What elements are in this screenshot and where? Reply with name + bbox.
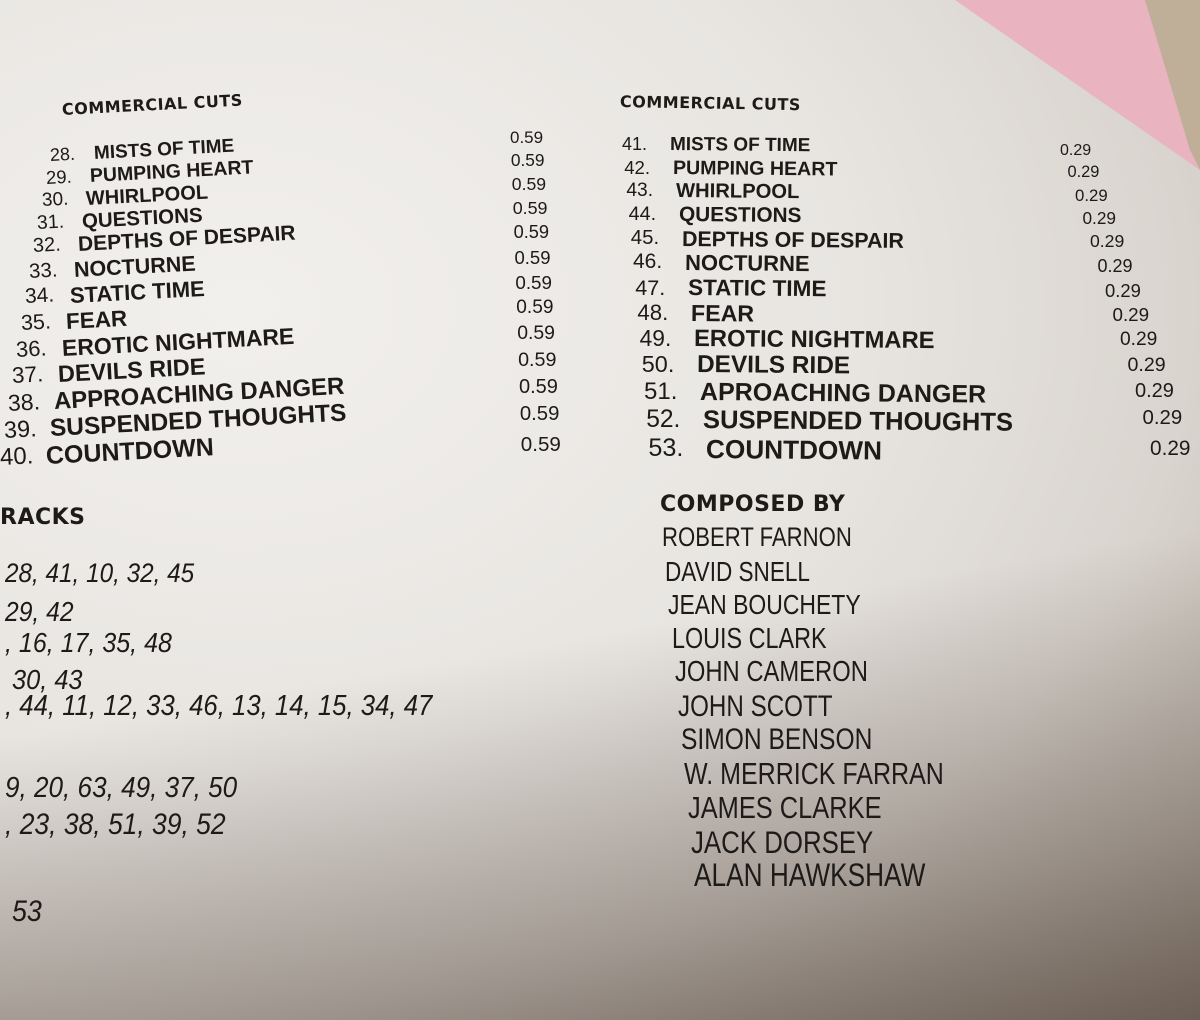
track-duration: 0.29 [1120,329,1158,350]
track-duration: 0.29 [1127,354,1166,376]
track-index-line: 9, 20, 63, 49, 37, 50 [5,772,238,804]
composer-name: JOHN CAMERON [674,656,868,688]
track-number: 53. [648,434,684,462]
composer-name: DAVID SNELL [665,555,811,587]
track-duration: 0.59 [510,128,544,147]
composer-name: JEAN BOUCHETY [668,589,862,620]
track-number: 31. [36,210,66,234]
track-duration: 0.59 [514,247,551,268]
track-duration: 0.59 [511,174,547,194]
track-duration: 0.59 [519,403,560,425]
track-number: 48. [637,300,669,325]
track-title: PUMPING HEART [672,157,838,181]
track-title: NOCTURNE [684,250,810,277]
track-title: COUNTDOWN [705,434,883,466]
track-duration: 0.29 [1135,380,1174,402]
track-title: FEAR [690,300,755,327]
track-number: 35. [19,309,52,335]
track-title: QUESTIONS [678,203,802,228]
track-title: SUSPENDED THOUGHTS [702,406,1014,437]
track-number: 43. [626,180,654,201]
track-number: 51. [644,378,678,405]
track-index-line: , 44, 11, 12, 33, 46, 13, 14, 15, 34, 47 [5,690,433,722]
track-duration: 0.59 [513,222,549,242]
track-number: 41. [622,134,648,154]
track-index-line: , 23, 38, 51, 39, 52 [5,808,226,841]
tracks-heading: RACKS [0,505,86,530]
track-duration: 0.29 [1060,142,1092,159]
track-duration: 0.29 [1090,231,1125,251]
track-duration: 0.29 [1075,186,1108,205]
track-index-line: 29, 42 [5,596,74,627]
track-duration: 0.59 [512,198,548,218]
track-title: STATIC TIME [687,275,827,302]
track-number: 36. [15,335,48,362]
track-duration: 0.29 [1067,163,1100,181]
composer-name: SIMON BENSON [681,723,873,756]
track-number: 52. [646,406,681,433]
track-duration: 0.29 [1105,280,1141,301]
track-duration: 0.29 [1112,304,1150,325]
composer-name: ALAN HAWKSHAW [694,857,926,893]
track-title: WHIRLPOOL [675,180,800,204]
track-number: 28. [49,143,76,165]
track-number: 50. [641,351,675,377]
track-number: 39. [3,415,38,443]
track-duration: 0.29 [1150,437,1191,460]
track-title: MISTS OF TIME [669,134,811,157]
composer-name: JOHN SCOTT [678,689,833,723]
track-index-line: , 16, 17, 35, 48 [5,627,172,658]
track-title: FEAR [65,305,128,334]
track-number: 42. [624,157,651,178]
track-number: 47. [635,275,666,300]
right-heading: COMMERCIAL CUTS [619,92,802,115]
track-number: 29. [45,165,73,188]
track-duration: 0.29 [1097,256,1133,276]
track-duration: 0.59 [519,376,558,398]
track-duration: 0.59 [520,433,561,456]
track-index-line: 53 [12,895,42,928]
track-number: 37. [11,361,45,388]
track-number: 33. [28,258,59,283]
composer-name: JACK DORSEY [690,823,874,860]
track-number: 34. [24,283,55,308]
track-duration: 0.59 [518,349,557,371]
track-duration: 0.59 [517,322,555,344]
track-index-line: 30, 43 [12,663,83,695]
track-duration: 0.59 [516,297,554,318]
track-number: 30. [41,188,69,211]
track-duration: 0.29 [1082,208,1116,228]
track-number: 44. [628,203,657,225]
track-index-line: 28, 41, 10, 32, 45 [5,558,195,588]
track-number: 38. [7,388,41,416]
composer-name: JAMES CLARKE [687,790,882,825]
track-number: 40. [0,442,34,471]
composer-name: LOUIS CLARK [671,622,827,655]
composer-name: W. MERRICK FARRAN [684,756,945,791]
track-number: 32. [32,233,62,257]
track-number: 49. [639,325,672,351]
track-duration: 0.59 [515,272,552,293]
track-title: APROACHING DANGER [699,378,987,409]
composers-heading: COMPOSED BY [660,492,846,517]
track-duration: 0.59 [510,150,545,170]
track-duration: 0.29 [1142,407,1183,429]
track-number: 45. [630,227,660,249]
track-number: 46. [633,250,663,273]
track-title: DEVILS RIDE [696,351,851,380]
composer-name: ROBERT FARNON [662,522,852,552]
